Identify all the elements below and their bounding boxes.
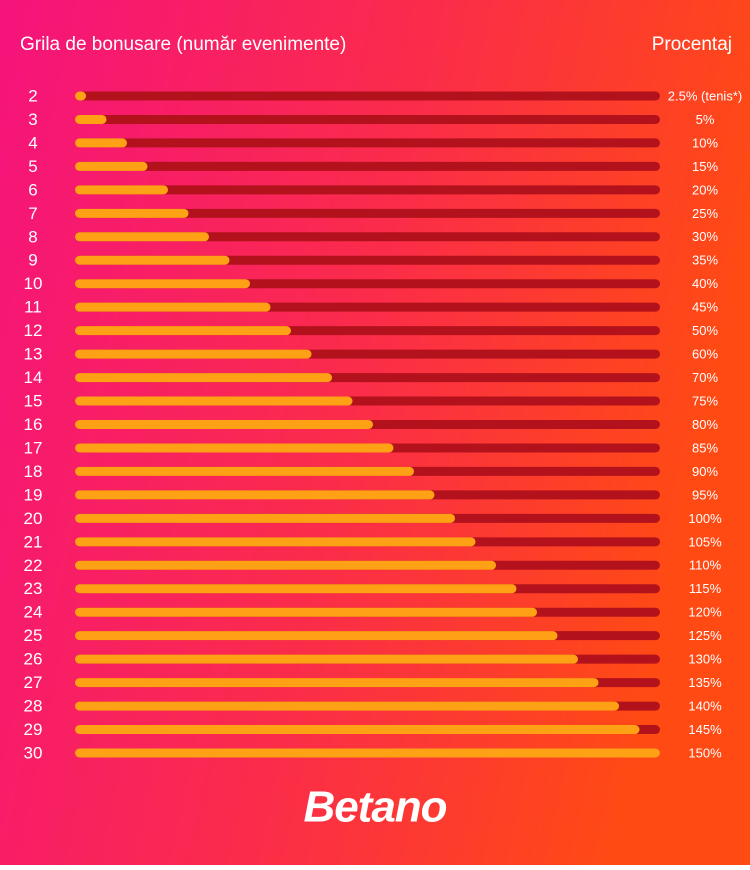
bar [75, 560, 496, 570]
bar-track [75, 232, 660, 242]
bar-track [75, 185, 660, 195]
bar-track [75, 91, 660, 101]
row-label: 15 [24, 392, 43, 411]
value-label: 25% [692, 206, 718, 221]
row-label: 9 [28, 251, 37, 270]
row-label: 12 [24, 321, 43, 340]
bar [75, 537, 476, 547]
value-label: 90% [692, 464, 718, 479]
row-label: 30 [24, 743, 43, 762]
row-label: 10 [24, 274, 43, 293]
value-label: 30% [692, 229, 718, 244]
value-label: 115% [689, 581, 722, 596]
bar-track [75, 114, 660, 124]
bar [75, 373, 332, 383]
bar [75, 654, 578, 664]
value-label: 130% [688, 652, 722, 667]
value-label: 120% [688, 605, 722, 620]
row-label: 4 [28, 133, 37, 152]
value-label: 150% [688, 745, 722, 760]
bar [75, 490, 435, 500]
value-label: 60% [692, 347, 718, 362]
value-title: Procentaj [652, 34, 732, 55]
row-label: 29 [24, 720, 43, 739]
value-label: 140% [688, 699, 722, 714]
value-label: 40% [692, 276, 718, 291]
row-label: 6 [28, 180, 37, 199]
bar [75, 302, 271, 312]
row-label: 16 [24, 415, 43, 434]
bar [75, 279, 250, 289]
row-label: 24 [24, 603, 43, 622]
value-label: 50% [692, 323, 718, 338]
value-label: 2.5% (tenis*) [668, 88, 742, 103]
value-label: 125% [688, 628, 722, 643]
value-label: 20% [692, 182, 718, 197]
value-label: 15% [692, 159, 718, 174]
row-label: 27 [24, 673, 43, 692]
bar [75, 513, 455, 523]
row-label: 26 [24, 650, 43, 669]
row-label: 18 [24, 462, 43, 481]
value-label: 10% [692, 135, 718, 150]
value-label: 80% [692, 417, 718, 432]
row-label: 14 [24, 368, 43, 387]
value-label: 85% [692, 440, 718, 455]
chart-title: Grila de bonusare (număr evenimente) [20, 34, 346, 55]
row-label: 22 [24, 556, 43, 575]
value-label: 105% [688, 534, 722, 549]
bar [75, 701, 619, 711]
bar [75, 631, 558, 641]
bar [75, 161, 148, 171]
bar [75, 678, 599, 688]
bar [75, 748, 660, 758]
bar [75, 138, 127, 148]
bar [75, 232, 209, 242]
row-label: 11 [24, 298, 42, 317]
bar [75, 443, 394, 453]
bar [75, 420, 373, 429]
bar-track [75, 161, 660, 171]
value-label: 110% [689, 558, 722, 573]
row-label: 25 [24, 626, 43, 645]
value-label: 5% [696, 112, 715, 127]
row-label: 20 [24, 509, 43, 528]
row-label: 13 [24, 345, 43, 364]
value-label: 100% [688, 511, 722, 526]
bar [75, 255, 230, 265]
row-label: 5 [28, 157, 37, 176]
logo[interactable]: Betano [303, 783, 447, 832]
value-label: 145% [688, 722, 722, 737]
bar-track [75, 138, 660, 148]
value-label: 70% [692, 370, 718, 385]
value-label: 95% [692, 487, 718, 502]
bar [75, 208, 189, 218]
row-label: 3 [28, 110, 37, 129]
value-label: 35% [692, 253, 718, 268]
row-label: 2 [28, 86, 37, 105]
bar [75, 725, 640, 735]
bar [75, 607, 537, 617]
bar-track [75, 208, 660, 218]
bar [75, 396, 353, 406]
bar [75, 91, 86, 101]
row-label: 8 [28, 227, 37, 246]
row-label: 28 [24, 697, 43, 716]
value-label: 45% [692, 300, 718, 315]
row-label: 23 [24, 579, 43, 598]
row-label: 21 [24, 532, 43, 551]
row-label: 7 [28, 204, 37, 223]
row-label: 19 [24, 485, 43, 504]
value-label: 75% [692, 393, 718, 408]
bar [75, 584, 517, 594]
bar [75, 114, 107, 124]
bar [75, 349, 312, 359]
row-label: 17 [24, 438, 43, 457]
bar [75, 185, 168, 195]
value-label: 135% [688, 675, 722, 690]
bar [75, 466, 414, 476]
bar [75, 326, 291, 336]
